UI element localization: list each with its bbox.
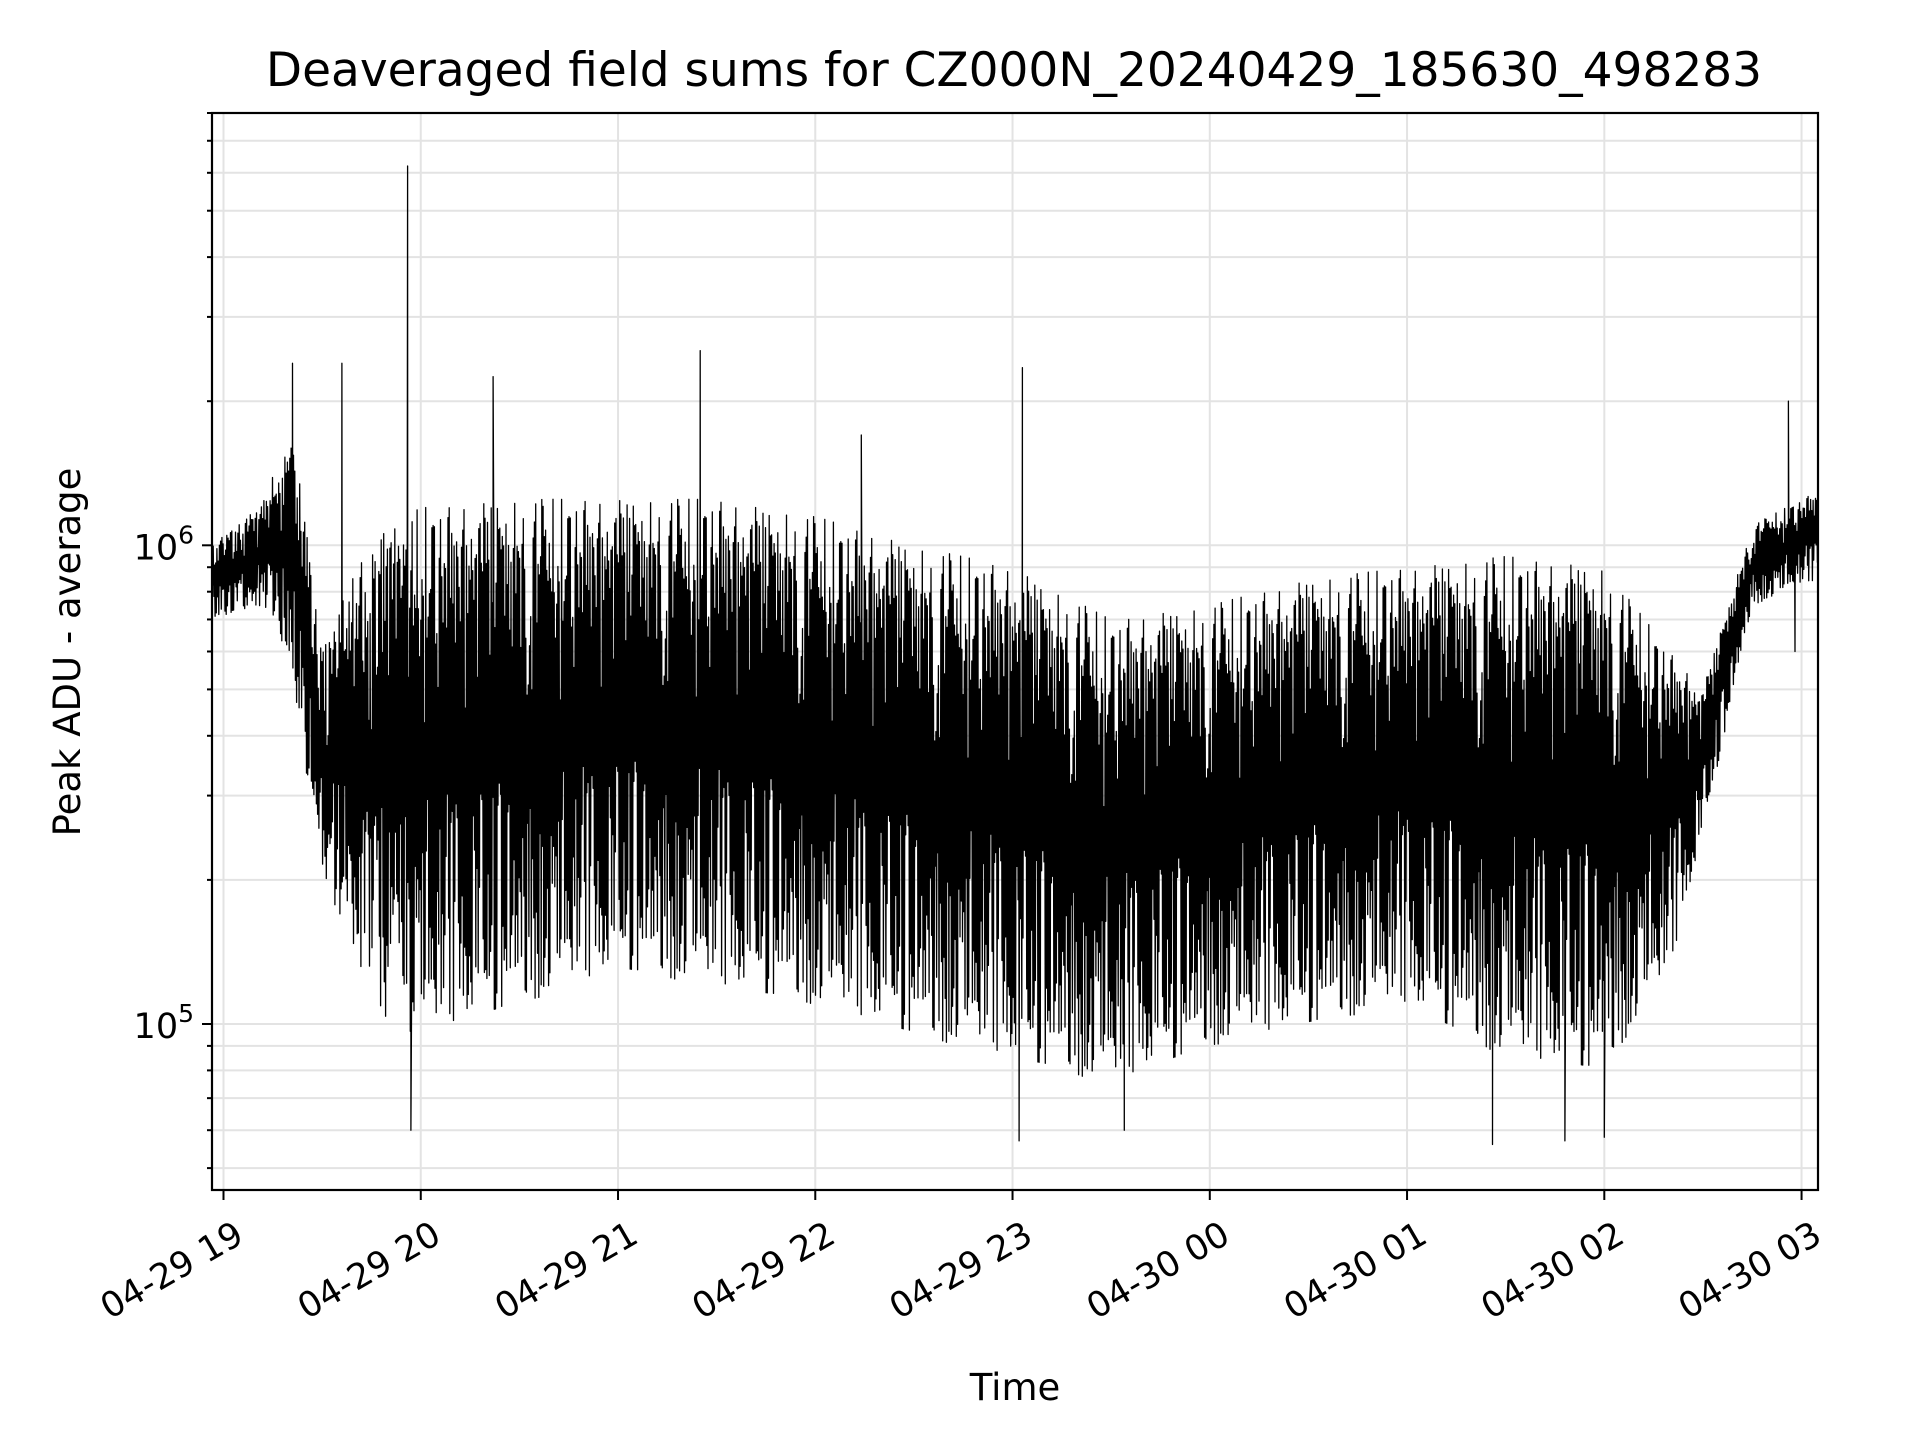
- x-tick-label: 04-29 22: [686, 1214, 842, 1327]
- x-tick-label: 04-30 00: [1080, 1214, 1236, 1327]
- y-axis: 105 106: [134, 112, 212, 1170]
- y-tick-label: 106: [134, 520, 194, 568]
- x-axis-label: Time: [969, 1366, 1061, 1409]
- chart-title: Deaveraged field sums for CZ000N_2024042…: [266, 43, 1762, 98]
- x-tick-label: 04-29 19: [94, 1214, 250, 1327]
- x-tick-label: 04-30 01: [1278, 1214, 1434, 1327]
- x-tick-label: 04-29 23: [883, 1214, 1039, 1327]
- series-line: [211, 165, 1819, 1146]
- x-tick-label: 04-30 02: [1475, 1214, 1631, 1327]
- y-tick-label: 105: [134, 999, 194, 1047]
- x-tick-label: 04-30 03: [1672, 1214, 1828, 1327]
- x-tick-label: 04-29 21: [488, 1214, 644, 1327]
- y-axis-label: Peak ADU - average: [46, 468, 89, 837]
- x-tick-label: 04-29 20: [291, 1214, 447, 1327]
- x-axis: 04-29 19 04-29 20 04-29 21 04-29 22 04-29 23…: [94, 1190, 1828, 1328]
